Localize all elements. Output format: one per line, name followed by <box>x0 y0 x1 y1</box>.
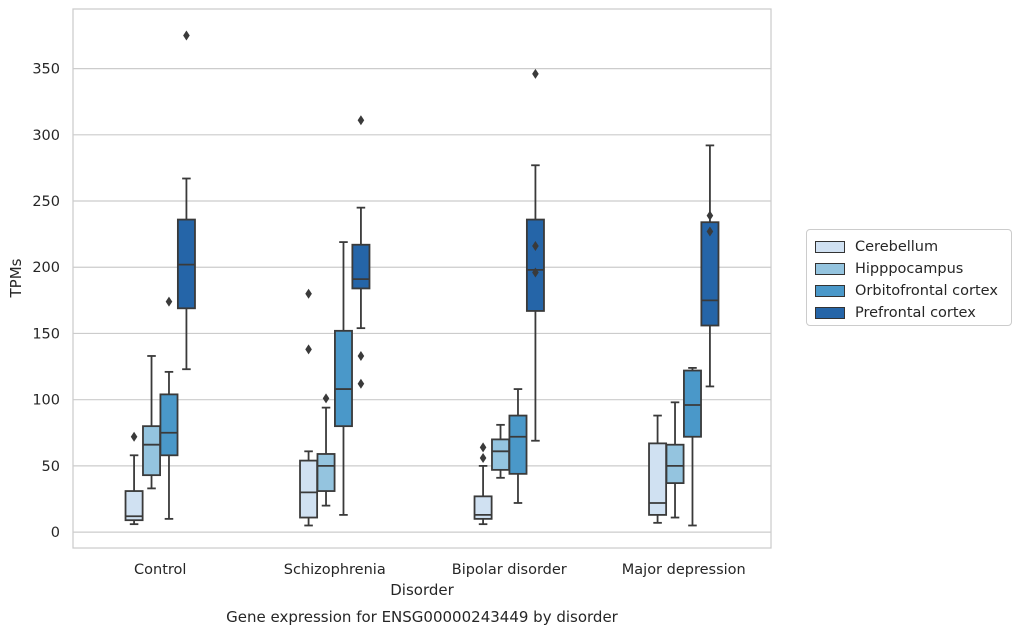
x-tick-label: Major depression <box>622 562 746 578</box>
legend-item-hippocampus: Hipppocampus <box>815 258 1003 280</box>
box-3-1 <box>351 115 371 389</box>
box-iqr <box>142 425 161 477</box>
box-1-1 <box>316 393 336 507</box>
box-3-2 <box>525 68 545 442</box>
box-3-0 <box>176 30 196 371</box>
box-3-3 <box>700 144 720 388</box>
outlier-point <box>532 267 539 278</box>
outlier-point <box>532 68 539 79</box>
x-tick-labels: Control Schizophrenia Bipolar disorder Majo… <box>134 562 746 578</box>
outlier-point <box>479 452 487 463</box>
box-2-0 <box>159 296 179 520</box>
outlier-point <box>357 115 365 126</box>
x-axis-label: Disorder <box>390 581 454 599</box>
legend-item-prefrontal-cortex: Prefrontal cortex <box>815 302 1003 324</box>
box-iqr <box>351 243 371 290</box>
box-iqr <box>316 453 336 492</box>
box-iqr <box>683 369 702 438</box>
y-tick-label: 200 <box>32 260 60 276</box>
chart-title: Gene expression for ENSG00000243449 by d… <box>226 608 619 626</box>
outlier-point <box>130 431 138 442</box>
y-tick-labels: 0 50 100 150 200 250 300 350 <box>32 62 60 542</box>
box-iqr <box>159 393 179 457</box>
box-2-2 <box>508 388 528 504</box>
box-iqr <box>491 438 510 471</box>
outlier-point <box>322 393 330 404</box>
legend-item-orbitofrontal-cortex: Orbitofrontal cortex <box>815 280 1003 302</box>
box-iqr <box>665 443 685 485</box>
legend-swatch-orbitofrontal-cortex <box>815 285 845 297</box>
box-iqr <box>508 414 528 475</box>
y-tick-label: 250 <box>32 194 60 210</box>
x-tick-label: Schizophrenia <box>284 562 386 578</box>
outlier-point <box>165 296 173 307</box>
outlier-point <box>305 288 312 299</box>
box-iqr <box>473 495 493 520</box>
y-tick-label: 50 <box>42 459 60 475</box>
x-tick-label: Bipolar disorder <box>452 562 567 578</box>
box-1-3 <box>665 401 685 519</box>
outlier-point <box>357 350 365 361</box>
y-tick-label: 150 <box>32 326 60 342</box>
legend-swatch-hippocampus <box>815 263 845 275</box>
legend-label-hippocampus: Hipppocampus <box>855 261 964 277</box>
box-iqr <box>700 221 720 327</box>
y-axis-label: TPMs <box>7 258 25 298</box>
y-tick-label: 300 <box>32 128 60 144</box>
box-iqr <box>299 459 319 519</box>
outlier-point <box>183 30 190 41</box>
outlier-point <box>305 344 312 355</box>
legend-swatch-prefrontal-cortex <box>815 307 845 319</box>
outlier-point <box>706 226 714 237</box>
x-tick-label: Control <box>134 562 186 578</box>
legend: Cerebellum Hipppocampus Orbitofrontal co… <box>806 229 1012 326</box>
box-0-0 <box>124 431 144 526</box>
box-2-1 <box>334 241 353 516</box>
box-iqr <box>525 218 545 312</box>
legend-label-prefrontal-cortex: Prefrontal cortex <box>855 305 976 321</box>
y-tick-label: 100 <box>32 393 60 409</box>
box-0-2 <box>473 442 493 526</box>
outlier-point <box>357 378 365 389</box>
box-0-3 <box>648 414 668 524</box>
y-tick-label: 350 <box>32 62 60 78</box>
legend-swatch-cerebellum <box>815 241 845 253</box>
outlier-point <box>532 241 539 252</box>
legend-item-cerebellum: Cerebellum <box>815 236 1003 258</box>
box-iqr <box>124 490 144 522</box>
box-2-3 <box>683 366 702 527</box>
box-iqr <box>334 329 353 428</box>
legend-label-orbitofrontal-cortex: Orbitofrontal cortex <box>855 283 998 299</box>
outlier-point <box>479 442 487 453</box>
legend-label-cerebellum: Cerebellum <box>855 239 939 255</box>
outlier-point <box>706 210 714 221</box>
boxes <box>124 30 720 527</box>
y-tick-label: 0 <box>51 525 60 541</box>
box-iqr <box>648 442 668 516</box>
